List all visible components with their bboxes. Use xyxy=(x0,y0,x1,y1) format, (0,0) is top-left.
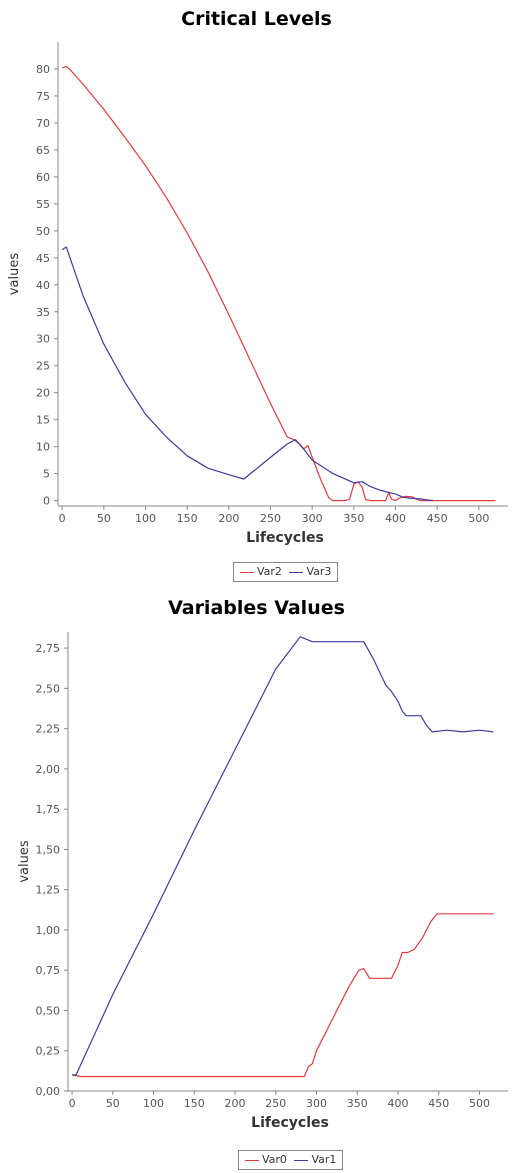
y-tick-label: 1,00 xyxy=(36,924,61,937)
legend-label: Var0 xyxy=(262,1153,287,1166)
legend-item-var2: Var2 xyxy=(240,563,282,581)
x-tick-label: 450 xyxy=(428,1097,449,1110)
y-tick-label: 75 xyxy=(36,90,50,103)
legend-label: Var3 xyxy=(306,565,332,578)
y-axis-label: values xyxy=(7,253,22,296)
legend-item-var1: Var1 xyxy=(294,1151,336,1169)
chart-legend: Var2 Var3 xyxy=(233,562,339,582)
series-line-var1 xyxy=(72,636,494,1076)
y-tick-label: 40 xyxy=(36,279,50,292)
x-tick-label: 0 xyxy=(59,512,66,525)
y-tick-label: 35 xyxy=(36,306,50,319)
y-tick-label: 0 xyxy=(43,495,50,508)
x-tick-label: 300 xyxy=(306,1097,327,1110)
x-tick-label: 150 xyxy=(184,1097,205,1110)
y-tick-label: 50 xyxy=(36,225,50,238)
y-axis-label: values xyxy=(17,840,32,883)
y-tick-label: 0,00 xyxy=(36,1085,61,1098)
x-tick-label: 400 xyxy=(385,512,406,525)
x-tick-label: 400 xyxy=(388,1097,409,1110)
y-tick-label: 1,75 xyxy=(36,803,61,816)
y-tick-label: 60 xyxy=(36,171,50,184)
y-tick-label: 25 xyxy=(36,360,50,373)
x-axis-label: Lifecycles xyxy=(251,1115,329,1131)
y-tick-label: 30 xyxy=(36,333,50,346)
y-tick-label: 2,75 xyxy=(36,642,61,655)
x-tick-label: 500 xyxy=(468,512,489,525)
x-tick-label: 250 xyxy=(260,512,281,525)
chart-title: Critical Levels xyxy=(181,8,332,30)
series-line-var2 xyxy=(61,65,496,502)
chart-title: Variables Values xyxy=(168,597,345,619)
y-tick-label: 55 xyxy=(36,198,50,211)
x-tick-label: 200 xyxy=(218,512,239,525)
x-tick-label: 0 xyxy=(69,1097,76,1110)
y-tick-label: 80 xyxy=(36,63,50,76)
x-tick-label: 500 xyxy=(469,1097,490,1110)
y-tick-label: 2,00 xyxy=(36,763,61,776)
y-tick-label: 15 xyxy=(36,414,50,427)
y-tick-label: 70 xyxy=(36,117,50,130)
x-tick-label: 200 xyxy=(225,1097,246,1110)
y-tick-label: 2,25 xyxy=(36,723,61,736)
series-line-var0 xyxy=(71,913,494,1078)
chart-legend: Var0 Var1 xyxy=(238,1150,344,1170)
x-tick-label: 50 xyxy=(106,1097,120,1110)
x-tick-label: 350 xyxy=(343,512,364,525)
legend-label: Var1 xyxy=(311,1153,337,1166)
x-axis-label: Lifecycles xyxy=(246,530,324,546)
x-tick-label: 50 xyxy=(97,512,111,525)
y-tick-label: 1,25 xyxy=(36,884,61,897)
y-tick-label: 0,25 xyxy=(36,1045,61,1058)
x-tick-label: 100 xyxy=(143,1097,164,1110)
x-tick-label: 450 xyxy=(427,512,448,525)
legend-label: Var2 xyxy=(257,565,282,578)
y-tick-label: 20 xyxy=(36,387,50,400)
y-tick-label: 5 xyxy=(43,468,50,481)
x-tick-label: 150 xyxy=(177,512,198,525)
y-tick-label: 45 xyxy=(36,252,50,265)
critical-levels-plot: 0 50 100 150 200 250 300 350 400 450 500 0 5 10 15 20 25… xyxy=(7,42,508,546)
y-tick-label: 0,75 xyxy=(36,964,61,977)
legend-item-var0: Var0 xyxy=(245,1151,287,1169)
x-tick-label: 100 xyxy=(135,512,156,525)
series-line-var3 xyxy=(61,246,434,502)
x-tick-label: 300 xyxy=(302,512,323,525)
y-tick-label: 1,50 xyxy=(36,843,61,856)
y-tick-label: 0,50 xyxy=(36,1004,61,1017)
y-tick-label: 10 xyxy=(36,441,50,454)
y-tick-label: 65 xyxy=(36,144,50,157)
legend-item-var3: Var3 xyxy=(289,563,331,581)
y-tick-label: 2,50 xyxy=(36,682,61,695)
x-tick-label: 250 xyxy=(265,1097,286,1110)
x-tick-label: 350 xyxy=(347,1097,368,1110)
